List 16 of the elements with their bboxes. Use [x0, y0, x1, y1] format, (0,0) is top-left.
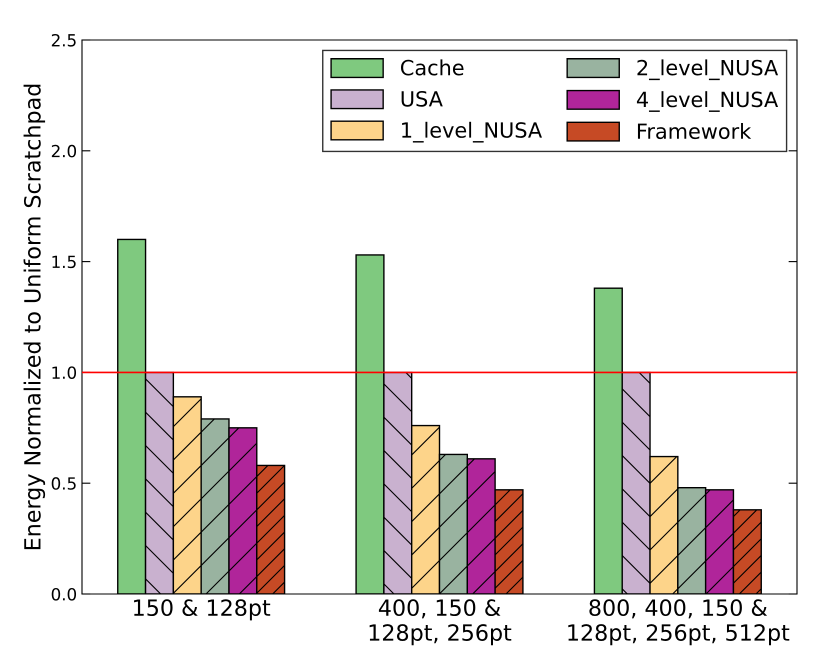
x-tick-label: 400, 150 & 128pt, 256pt — [370, 599, 512, 646]
y-tick-label: 0.5 — [52, 477, 76, 490]
x-tick-label: 150 & 128pt — [134, 599, 270, 620]
legend-label: Framework — [638, 122, 752, 140]
legend-label: Cache — [401, 59, 464, 76]
y-tick-label: 2.0 — [52, 144, 76, 158]
legend-label: USA — [402, 90, 443, 107]
y-axis-title: Energy Normalized to Uniform Scratchpad — [24, 84, 46, 550]
y-tick-label: 0.0 — [52, 588, 76, 601]
y-tick-label: 2.5 — [52, 34, 76, 47]
legend-label: 4_level_NUSA — [636, 91, 778, 112]
legend-label: 2_level_NUSA — [637, 59, 778, 80]
legend-label: 1_level_NUSA — [402, 122, 542, 143]
x-tick-label: 800, 400, 150 & 128pt, 256pt, 512pt — [568, 599, 790, 646]
y-tick-label: 1.0 — [52, 366, 76, 379]
y-tick-label: 1.5 — [52, 256, 76, 268]
